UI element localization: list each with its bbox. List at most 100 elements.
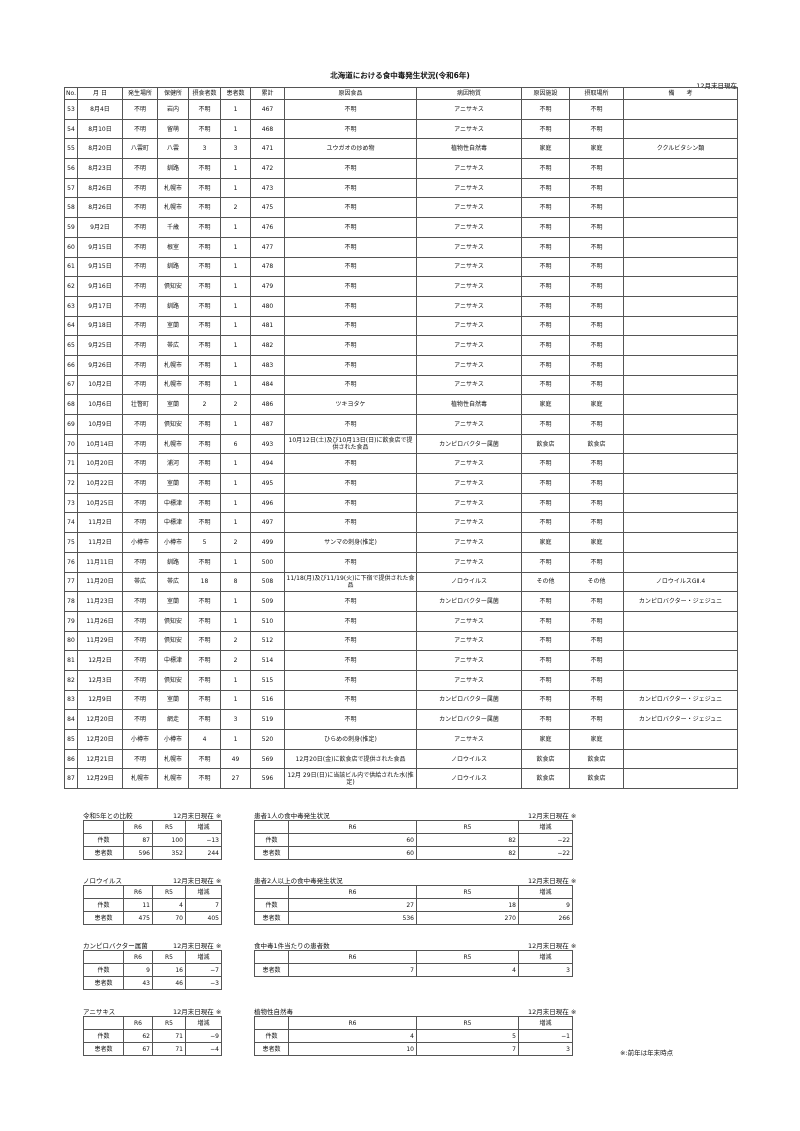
table-cell: 不明: [521, 610, 570, 632]
table-cell: 58: [64, 197, 78, 219]
table-cell: 飲食店: [521, 768, 570, 790]
table-cell: 10月6日: [77, 394, 123, 415]
table-cell: ユウガオの炒め物: [284, 138, 417, 160]
table-cell: 9月2日: [77, 217, 123, 238]
table-cell: 札幌市: [122, 768, 158, 790]
table-cell: 室蘭: [157, 473, 189, 494]
table-cell: 10月25日: [77, 492, 123, 514]
table-cell: 不明: [284, 315, 417, 337]
table-cell: 1: [220, 414, 251, 435]
summary-title: アニサキス: [83, 1008, 116, 1016]
table-cell: 78: [64, 591, 78, 612]
table-cell: 480: [250, 295, 285, 317]
table-cell: 不明: [521, 315, 570, 337]
table-cell: 不明: [122, 453, 158, 475]
table-cell: 不明: [569, 256, 624, 278]
summary-row: 件数 11 4 7: [83, 898, 222, 912]
summary-table: R6 R5 増減 件数 27 18 9 患者数 536 270 266: [254, 885, 573, 925]
table-cell: アニサキス: [416, 669, 522, 691]
table-cell: 不明: [122, 709, 158, 730]
table-cell: [623, 512, 738, 534]
table-cell: 不明: [284, 374, 417, 396]
table-cell: 484: [250, 374, 285, 396]
table-cell: 不明: [521, 709, 570, 730]
table-cell: 網走: [157, 709, 189, 730]
table-cell: サンマの刺身(推定): [284, 532, 417, 553]
table-cell: 不明: [284, 610, 417, 632]
table-cell: 85: [64, 729, 78, 750]
table-cell: 不明: [521, 197, 570, 219]
table-cell: 中標津: [157, 492, 189, 514]
table-cell: 不明: [122, 414, 158, 435]
table-cell: 74: [64, 512, 78, 534]
summary-as-of: 12月末日現在 ※: [173, 877, 222, 885]
table-cell: 飲食店: [569, 768, 624, 790]
table-cell: 10月20日: [77, 453, 123, 475]
table-cell: 家庭: [521, 532, 570, 553]
summary-column-header: R5: [416, 950, 519, 964]
table-cell: 釧路: [157, 295, 189, 317]
table-row: 72 10月22日 不明 室蘭 不明 1 495 不明 アニサキス 不明 不明: [64, 473, 738, 494]
table-cell: 4: [188, 729, 221, 750]
table-cell: 10月9日: [77, 414, 123, 435]
table-cell: 飲食店: [521, 433, 570, 455]
summary-column-header: [83, 885, 124, 899]
table-cell: 不明: [284, 118, 417, 140]
table-cell: 86: [64, 748, 78, 770]
summary-table: R6 R5 増減 件数 4 5 −1 患者数 10 7 3: [254, 1016, 573, 1056]
summary-value: −22: [518, 833, 573, 847]
table-cell: 札幌市: [157, 433, 189, 455]
table-cell: 不明: [188, 236, 221, 258]
table-cell: 室蘭: [157, 315, 189, 337]
table-cell: 帯広: [157, 571, 189, 593]
summary-value: 70: [152, 911, 186, 925]
table-cell: 8: [220, 571, 251, 593]
table-cell: アニサキス: [416, 158, 522, 179]
table-cell: 1: [220, 315, 251, 337]
table-row: 83 12月9日 不明 室蘭 不明 1 516 不明 カンピロバクター属菌 不明 不明 カンピロバクタ…: [64, 689, 738, 711]
table-cell: [623, 610, 738, 632]
summary-column-header: [254, 820, 289, 834]
column-header: 原因施設: [521, 87, 570, 100]
table-cell: [623, 236, 738, 258]
table-cell: 468: [250, 118, 285, 140]
table-cell: ノロウイルス: [416, 768, 522, 790]
summary-title: 患者2人以上の食中毒発生状況: [254, 877, 343, 885]
table-cell: 1: [220, 158, 251, 179]
table-cell: 不明: [188, 709, 221, 730]
summary-value: −7: [185, 963, 222, 977]
summary-value: 71: [152, 1042, 186, 1056]
table-cell: 釧路: [157, 256, 189, 278]
summary-column-header: 増減: [518, 885, 573, 899]
summary-header-row: R6 R5 増減: [254, 1016, 573, 1030]
summary-as-of: 12月末日現在 ※: [528, 812, 577, 820]
table-cell: 千歳: [157, 217, 189, 238]
table-cell: 不明: [521, 689, 570, 711]
summary-as-of: 12月末日現在 ※: [173, 812, 222, 820]
table-cell: 57: [64, 177, 78, 199]
table-cell: 不明: [284, 217, 417, 238]
table-cell: 61: [64, 256, 78, 278]
summary-value: 596: [123, 846, 153, 860]
table-cell: 9月17日: [77, 295, 123, 317]
table-cell: 12月21日: [77, 748, 123, 770]
table-cell: 11月11日: [77, 551, 123, 573]
table-cell: 3: [220, 138, 251, 160]
table-cell: 9月16日: [77, 276, 123, 297]
table-cell: 不明: [569, 99, 624, 120]
table-cell: 不明: [284, 335, 417, 356]
table-cell: 不明: [284, 256, 417, 278]
table-cell: 不明: [122, 335, 158, 356]
summary-row: 件数 9 16 −7: [83, 963, 222, 977]
table-cell: 8月10日: [77, 118, 123, 140]
table-cell: 81: [64, 650, 78, 671]
table-row: 82 12月3日 不明 倶知安 不明 1 515 不明 アニサキス 不明 不明: [64, 669, 738, 691]
table-cell: 不明: [521, 591, 570, 612]
table-cell: 家庭: [569, 394, 624, 415]
table-cell: 1: [220, 473, 251, 494]
table-cell: 不明: [284, 689, 417, 711]
summary-row-label: 件数: [83, 1029, 124, 1043]
table-row: 76 11月11日 不明 釧路 不明 1 500 不明 アニサキス 不明 不明: [64, 551, 738, 573]
table-cell: [623, 256, 738, 278]
summary-value: 87: [123, 833, 153, 847]
